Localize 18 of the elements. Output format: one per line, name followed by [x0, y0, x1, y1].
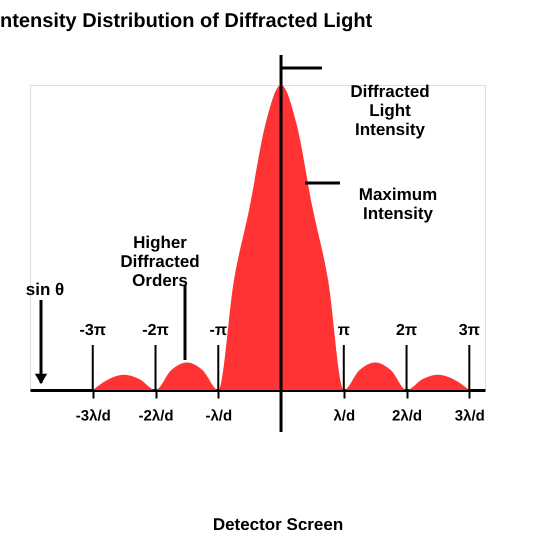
x-tick-label: -2λ/d [138, 408, 174, 424]
annotation: -π [209, 322, 228, 339]
x-tick-label: 2λ/d [392, 408, 422, 424]
annotation: 2π [396, 322, 418, 339]
annotation: -3π [80, 322, 106, 339]
annotation: sin θ [26, 280, 64, 299]
x-tick-label: -3λ/d [76, 408, 111, 424]
x-tick-label: 3λ/d [454, 408, 485, 424]
chart-title: ntensity Distribution of Diffracted Light [0, 10, 373, 32]
annotation: π [338, 322, 350, 339]
annotation: Maximum Intensity [358, 185, 438, 223]
x-tick-label: -λ/d [205, 408, 232, 424]
text: Detector Screen [212, 515, 344, 534]
annotation: 3π [458, 322, 480, 339]
annotation: -2π [142, 322, 169, 339]
annotation: Diffracted Light Intensity [350, 82, 430, 139]
x-tick-label: λ/d [333, 408, 356, 424]
annotation: Higher Diffracted Orders [120, 233, 200, 290]
